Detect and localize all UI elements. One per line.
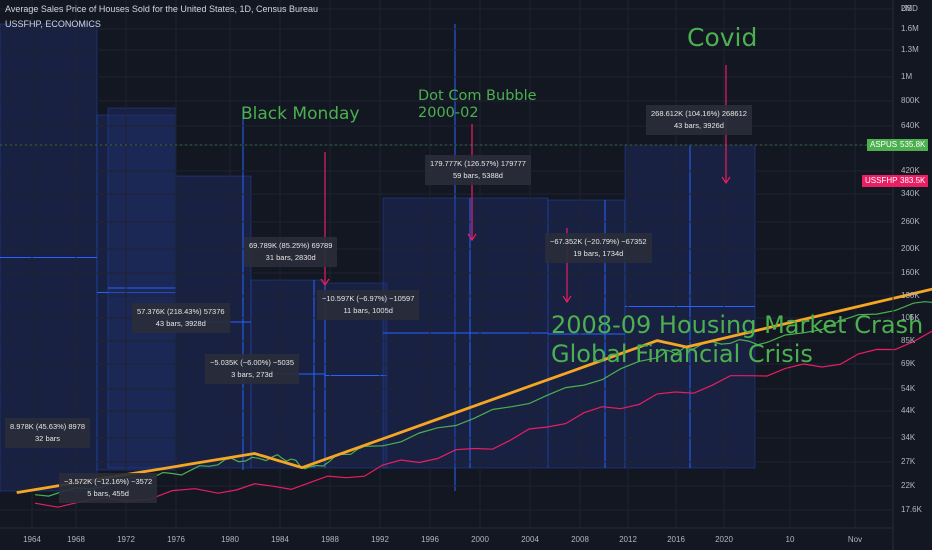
price-tick-label: 2M <box>901 4 913 13</box>
measure-duration: 43 bars, 3928d <box>155 319 206 328</box>
measure-duration: 5 bars, 455d <box>87 489 129 498</box>
annotation-dotcom-title: Dot Com Bubble <box>418 88 537 104</box>
event-marker-arrowhead <box>721 176 731 185</box>
measure-change: −10.597K (−6.97%) −10597 <box>322 294 415 303</box>
price-tick-label: 69K <box>901 359 916 368</box>
annotation-black-monday: Black Monday <box>241 104 360 124</box>
measure-change: −3.572K (−12.16%) −3572 <box>64 477 153 486</box>
measure-boxes-layer <box>0 23 756 492</box>
measure-label: −67.352K (−20.79%) −67352 19 bars, 1734d <box>545 233 652 263</box>
price-axis-currency: USD <box>901 4 918 13</box>
measure-label: 57.376K (218.43%) 57376 43 bars, 3928d <box>132 303 230 333</box>
chart-subtitle: USSFHP, ECONOMICS <box>5 19 101 29</box>
annotation-covid: Covid <box>687 23 758 52</box>
price-tick-label: 27K <box>901 457 916 466</box>
time-tick-label: 1968 <box>67 535 85 544</box>
price-tick-label: 800K <box>901 96 920 105</box>
time-tick-label: 2020 <box>715 535 733 544</box>
price-tick-label: 1.3M <box>901 45 919 54</box>
annotation-financial-crisis: Global Financial Crisis <box>551 340 813 368</box>
measure-duration: 19 bars, 1734d <box>573 249 624 258</box>
time-tick-label: 1988 <box>321 535 339 544</box>
ussfhp-badge-value: 383.5K <box>897 175 929 187</box>
price-tick-label: 105K <box>901 313 920 322</box>
measure-change: −5.035K (−6.00%) −5035 <box>210 358 295 367</box>
time-tick-label: 2012 <box>619 535 637 544</box>
trend-polyline <box>16 287 932 494</box>
time-tick-label: 10 <box>785 535 795 544</box>
measure-label: −3.572K (−12.16%) −3572 5 bars, 455d <box>59 473 158 503</box>
measure-duration: 3 bars, 273d <box>231 370 273 379</box>
annotation-housing-crash: 2008-09 Housing Market Crash <box>551 311 924 339</box>
measure-duration: 43 bars, 3926d <box>673 121 724 130</box>
series-layer <box>16 287 932 508</box>
time-tick-label: 1976 <box>167 535 185 544</box>
time-tick-label: Nov <box>847 535 863 544</box>
measure-change: 69.789K (85.25%) 69789 <box>249 241 333 250</box>
time-tick-label: 2004 <box>521 535 539 544</box>
time-tick-label: 1992 <box>371 535 389 544</box>
measure-label: −10.597K (−6.97%) −10597 11 bars, 1005d <box>317 290 420 320</box>
price-tick-label: 22K <box>901 481 916 490</box>
ussfhp-badge-name: USSFHP <box>862 175 901 187</box>
measure-duration: 32 bars <box>35 434 61 443</box>
measure-label: 268.612K (104.16%) 268612 43 bars, 3926d <box>646 105 752 135</box>
price-tick-label: 85K <box>901 336 916 345</box>
measure-label: 179.777K (126.57%) 179777 59 bars, 5388d <box>425 155 531 185</box>
price-tick-label: 420K <box>901 166 920 175</box>
aspus-badge-name: ASPUS <box>867 139 901 151</box>
measure-change: 268.612K (104.16%) 268612 <box>651 109 747 118</box>
price-tick-label: 44K <box>901 406 916 415</box>
event-marker-arrowhead <box>562 295 572 304</box>
time-tick-label: 2008 <box>571 535 589 544</box>
time-tick-label: 1984 <box>271 535 289 544</box>
price-tick-label: 260K <box>901 217 920 226</box>
time-tick-label: 2016 <box>667 535 685 544</box>
event-marker-arrowhead <box>320 278 330 287</box>
price-tick-label: 54K <box>901 384 916 393</box>
event-marker-arrowhead <box>467 233 477 242</box>
annotation-dotcom-years: 2000-02 <box>418 105 479 121</box>
price-tick-label: 1.6M <box>901 24 919 33</box>
measure-duration: 59 bars, 5388d <box>452 171 503 180</box>
time-tick-label: 1972 <box>117 535 135 544</box>
price-tick-label: 34K <box>901 433 916 442</box>
measure-change: 8.978K (45.63%) 8978 <box>10 422 86 431</box>
price-tick-label: 340K <box>901 189 920 198</box>
price-tick-label: 160K <box>901 268 920 277</box>
measure-label: −5.035K (−6.00%) −5035 3 bars, 273d <box>205 354 300 384</box>
price-tick-label: 640K <box>901 121 920 130</box>
aspus-series-line <box>34 301 932 497</box>
price-tick-label: 17.6K <box>901 505 922 514</box>
time-tick-label: 1964 <box>23 535 41 544</box>
price-tick-label: 200K <box>901 244 920 253</box>
measure-label: 8.978K (45.63%) 8978 32 bars <box>5 418 91 448</box>
time-tick-label: 1980 <box>221 535 239 544</box>
measure-duration: 11 bars, 1005d <box>343 306 393 315</box>
measure-change: −67.352K (−20.79%) −67352 <box>550 237 647 246</box>
ussfhp-series-line <box>34 330 932 508</box>
measure-change: 57.376K (218.43%) 57376 <box>137 307 225 316</box>
time-tick-label: 2000 <box>471 535 489 544</box>
price-tick-label: 1M <box>901 72 913 81</box>
measure-change: 179.777K (126.57%) 179777 <box>430 159 526 168</box>
price-tick-label: 130K <box>901 291 920 300</box>
aspus-badge-value: 535.8K <box>897 139 929 151</box>
measure-duration: 31 bars, 2830d <box>265 253 316 262</box>
chart-title: Average Sales Price of Houses Sold for t… <box>5 4 319 14</box>
measure-label: 69.789K (85.25%) 69789 31 bars, 2830d <box>244 237 338 267</box>
time-tick-label: 1996 <box>421 535 439 544</box>
